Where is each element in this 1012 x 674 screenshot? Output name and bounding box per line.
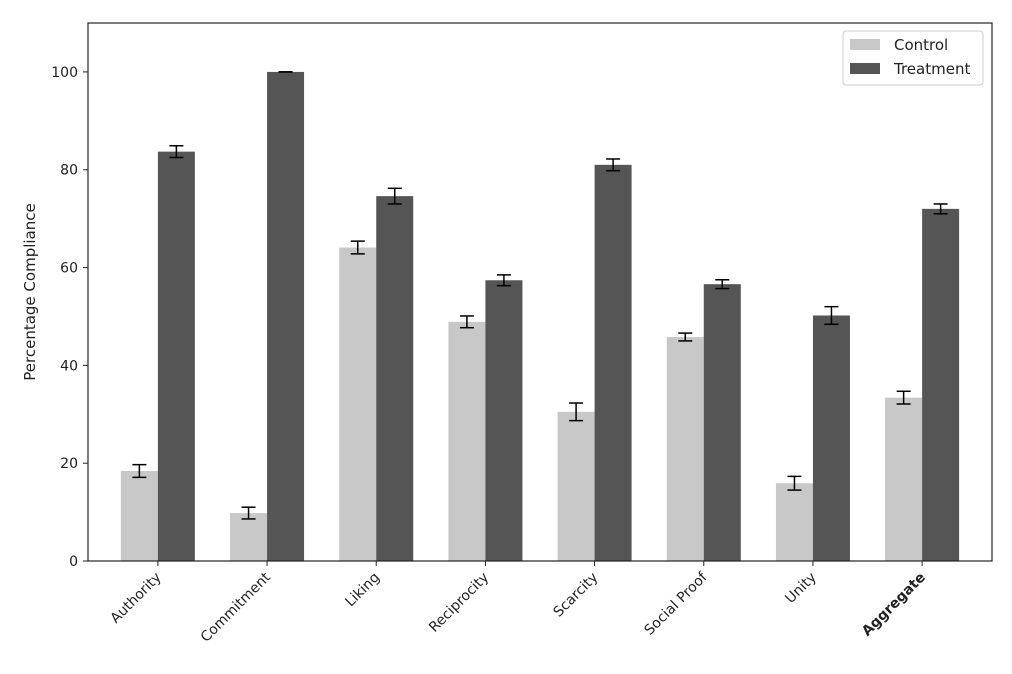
legend-swatch-treatment xyxy=(850,63,880,74)
bar-treatment-aggregate xyxy=(922,208,960,561)
error-bar xyxy=(678,332,693,342)
bar-control-scarcity xyxy=(557,411,595,561)
bar-treatment-scarcity xyxy=(594,164,632,561)
bar-treatment-reciprocity xyxy=(485,280,523,561)
error-bar xyxy=(496,274,511,287)
y-tick-label: 60 xyxy=(60,261,78,277)
error-bar xyxy=(459,315,474,329)
error-bar xyxy=(569,402,584,422)
error-bar xyxy=(933,203,948,215)
error-bar xyxy=(715,279,730,290)
legend-label-treatment: Treatment xyxy=(893,60,970,78)
bar-treatment-commitment xyxy=(267,71,305,561)
bar-control-aggregate xyxy=(885,397,923,561)
legend-swatch-control xyxy=(850,39,880,50)
bar-treatment-unity xyxy=(812,315,850,561)
bar-control-reciprocity xyxy=(448,321,486,561)
error-bar xyxy=(241,506,256,520)
y-axis-title: Percentage Compliance xyxy=(21,203,39,380)
bar-control-authority xyxy=(120,471,158,561)
error-bar xyxy=(350,240,365,255)
plot-frame xyxy=(87,22,993,562)
legend-label-control: Control xyxy=(894,36,948,54)
y-tick-label: 0 xyxy=(69,554,78,570)
bar-control-commitment xyxy=(230,513,268,561)
legend: Control Treatment xyxy=(842,30,984,86)
error-bar xyxy=(132,463,147,479)
y-tick-label: 100 xyxy=(51,65,78,81)
y-tick-label: 20 xyxy=(60,456,78,472)
bar-treatment-authority xyxy=(157,151,195,561)
error-bar xyxy=(606,158,621,172)
error-bar xyxy=(896,390,911,405)
error-bar xyxy=(169,145,184,159)
y-tick-label: 80 xyxy=(60,163,78,179)
error-bar xyxy=(387,187,402,205)
y-tick-label: 40 xyxy=(60,358,78,374)
error-bars-layer xyxy=(132,71,948,520)
y-axis: 0 20 40 60 80 100 xyxy=(51,65,88,570)
error-bar xyxy=(787,475,802,491)
bar-control-liking xyxy=(339,247,377,561)
bar-treatment-liking xyxy=(376,196,414,561)
error-bar xyxy=(824,305,839,326)
bars-layer xyxy=(120,71,960,561)
bar-control-unity xyxy=(775,483,813,561)
bar-control-social-proof xyxy=(666,336,704,561)
bar-treatment-social-proof xyxy=(703,284,741,561)
